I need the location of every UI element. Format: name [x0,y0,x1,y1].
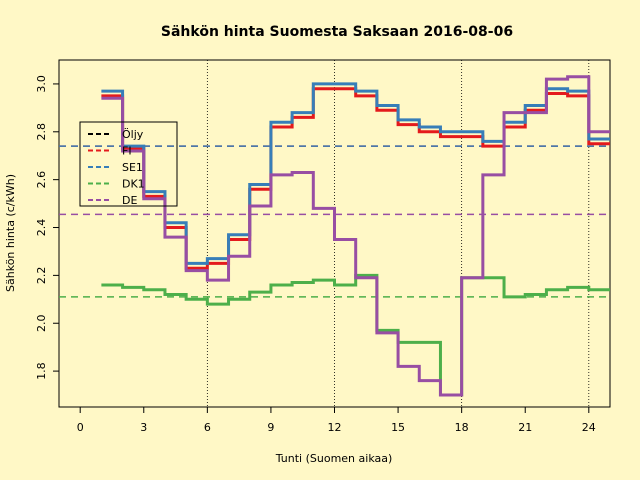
x-tick-label: 9 [267,421,274,434]
y-tick-label: 1.8 [35,362,48,380]
y-axis-label: Sähkön hinta (c/kWh) [4,174,17,292]
x-axis-label: Tunti (Suomen aikaa) [275,452,393,465]
y-tick-label: 2.0 [35,314,48,332]
legend-label: DK1 [122,178,145,191]
series-line-fi [101,87,610,270]
series-line-de [101,75,610,397]
x-tick-label: 3 [140,421,147,434]
x-tick-label: 18 [455,421,469,434]
x-tick-label: 24 [582,421,596,434]
chart-title: Sähkön hinta Suomesta Saksaan 2016-08-06 [161,24,513,40]
x-tick-label: 0 [77,421,84,434]
y-tick-label: 2.2 [35,267,48,285]
x-tick-label: 6 [204,421,211,434]
x-tick-label: 21 [518,421,532,434]
y-tick-label: 2.8 [35,123,48,141]
legend-label: FI [122,145,132,158]
y-tick-label: 2.6 [35,171,48,189]
series-line-dk1 [101,273,610,397]
y-tick-label: 3.0 [35,75,48,93]
y-tick-label: 2.4 [35,219,48,237]
legend-label: Öljy [122,128,144,141]
legend-box [79,121,178,207]
x-tick-label: 12 [328,421,342,434]
x-tick-label: 15 [391,421,405,434]
legend-label: DE [122,194,137,207]
legend-label: SE1 [122,161,143,174]
legend: Öljy FI SE1 DK1 DE [79,121,178,207]
